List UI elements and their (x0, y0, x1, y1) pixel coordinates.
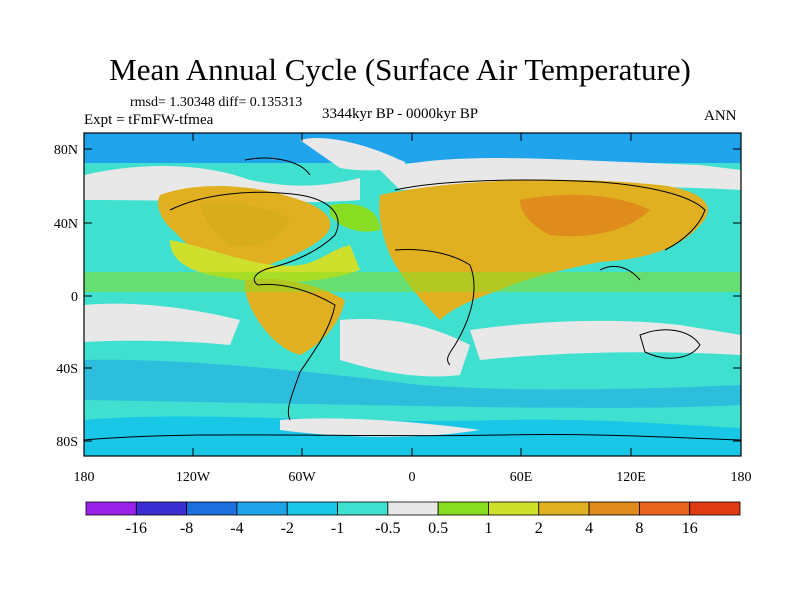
colorbar-tick-label: -16 (126, 520, 147, 537)
colorbar-tick-label: -4 (230, 520, 243, 537)
colorbar-swatch (85, 501, 137, 516)
colorbar-swatch (135, 501, 188, 516)
lon-label-60w: 60W (288, 470, 316, 485)
lat-label-80N: 80N (54, 143, 78, 158)
coastlines (84, 157, 741, 441)
colorbar-swatch (638, 501, 691, 516)
colorbar-swatch (588, 501, 640, 516)
lat-label-40N: 40N (54, 217, 78, 232)
colorbar-tick-label: 1 (484, 520, 492, 537)
lat-label-0: 0 (71, 290, 78, 305)
colorbar-swatch (437, 501, 489, 516)
period-text: 3344kyr BP - 0000kyr BP (322, 106, 479, 122)
colorbar (85, 501, 741, 516)
colorbar-swatch (286, 501, 338, 516)
colorbar-tick-label: -0.5 (375, 520, 400, 537)
temperature-anomaly-field (84, 133, 741, 456)
lon-label-60e: 60E (510, 470, 533, 485)
colorbar-swatch (236, 501, 288, 516)
south-america-warm (244, 278, 345, 355)
colorbar-tick-label: 4 (585, 520, 593, 537)
colorbar-tick-label: 2 (535, 520, 543, 537)
axis-ticks (84, 133, 741, 456)
colorbar-tick-label: 0.5 (428, 520, 448, 537)
experiment-label: Expt = tFmFW-tfmea (84, 112, 214, 128)
lat-label-40S: 40S (56, 362, 78, 377)
stats-text: rmsd= 1.30348 diff= 0.135313 (130, 95, 303, 110)
colorbar-swatch (538, 501, 590, 516)
colorbar-swatch (488, 501, 540, 516)
lon-label-120w: 120W (176, 470, 211, 485)
lon-label-0: 0 (409, 470, 416, 485)
colorbar-tick-label: -8 (180, 520, 193, 537)
colorbar-tick-label: -2 (281, 520, 294, 537)
colorbar-tick-label: -1 (331, 520, 344, 537)
figure-title: Mean Annual Cycle (Surface Air Temperatu… (109, 52, 691, 87)
lat-label-80S: 80S (56, 435, 78, 450)
colorbar-swatch (186, 501, 238, 516)
colorbar-tick-label: 16 (682, 520, 698, 537)
colorbar-swatch (387, 501, 439, 516)
colorbar-labels: -16 -8 -4 -2 -1 -0.5 0.5 1 2 4 8 16 (126, 520, 698, 537)
colorbar-tick-label: 8 (635, 520, 643, 537)
colorbar-swatch (337, 501, 389, 516)
lon-label-180w: 180 (74, 470, 95, 485)
season-label: ANN (704, 108, 737, 124)
lon-label-120e: 120E (616, 470, 646, 485)
colorbar-swatch (689, 501, 741, 516)
lon-label-180e: 180 (731, 470, 752, 485)
